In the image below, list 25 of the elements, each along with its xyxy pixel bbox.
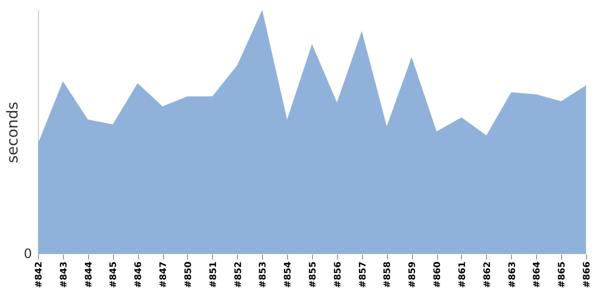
x-tick-label: #842 [34,262,44,288]
x-tick-label: #864 [532,262,543,288]
x-tick-label: #843 [59,262,70,288]
x-tick-label: #855 [308,262,318,288]
x-tick-label: #853 [258,262,269,288]
x-tick-label: #860 [433,262,444,288]
x-tick-label: #866 [582,262,592,288]
x-tick-label: #854 [284,262,294,288]
x-tick-label: #858 [383,262,394,288]
x-tick-label: #850 [184,262,194,288]
x-tick-label: #846 [134,262,144,288]
x-tick-label: #865 [558,262,568,288]
x-tick-label: #845 [109,262,120,288]
x-tick-label: #863 [508,262,518,288]
x-tick-label: #856 [333,262,344,288]
x-tick-label: #844 [84,262,94,288]
x-tick-label: #861 [458,262,468,288]
x-tick-label: #851 [208,262,219,288]
x-tick-label: #859 [408,262,418,288]
x-tick-label: #857 [358,262,368,288]
x-tick-label: #862 [482,262,493,288]
x-tick-label: #847 [159,262,170,288]
y-axis-title: seconds [4,102,22,164]
annotation: 0 [24,247,32,262]
x-tick-label: #852 [234,262,244,288]
